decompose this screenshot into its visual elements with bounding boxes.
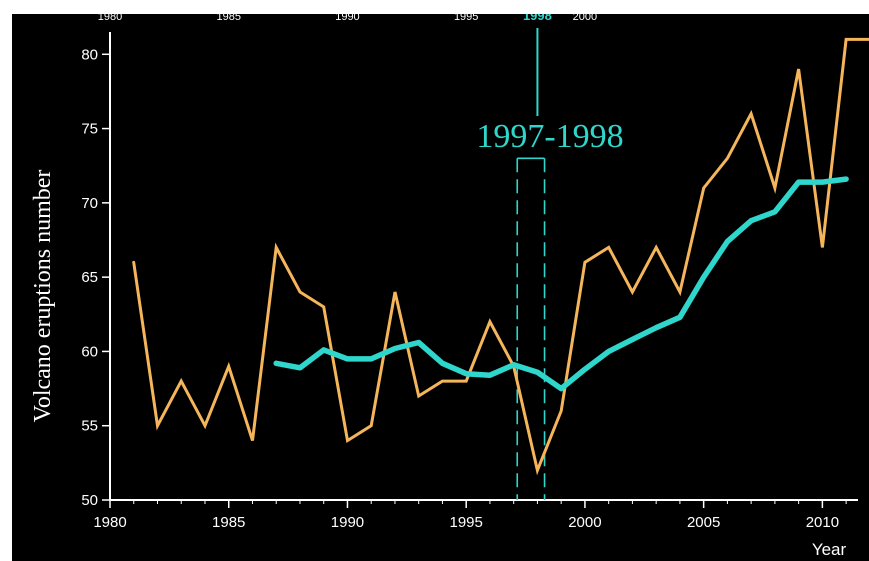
top-tick-label: 1980 bbox=[98, 14, 122, 23]
x-tick-label: 1985 bbox=[212, 514, 245, 531]
annual-eruptions-line bbox=[132, 37, 869, 476]
y-tick-label: 50 bbox=[81, 492, 98, 509]
y-tick-label: 70 bbox=[81, 195, 98, 212]
y-tick-label: 75 bbox=[81, 121, 98, 138]
annotation-layer bbox=[516, 28, 546, 500]
annotation-label: 1997-1998 bbox=[476, 118, 623, 155]
x-tick-label: 1995 bbox=[450, 514, 483, 531]
x-tick-label: 2005 bbox=[687, 514, 720, 531]
series-layer bbox=[132, 37, 869, 476]
x-tick-label: 2010 bbox=[806, 514, 839, 531]
x-tick-label: 2000 bbox=[568, 514, 601, 531]
y-tick-label: 80 bbox=[81, 46, 98, 63]
top-tick-label: 1985 bbox=[216, 14, 240, 23]
y-tick-label: 55 bbox=[81, 418, 98, 435]
volcano-eruptions-chart: 50 55 60 65 70 75 80 1980 1985 1990 1995 2000 2005 20… bbox=[12, 14, 869, 561]
moving-average-line bbox=[273, 176, 849, 392]
x-axis-label: Year bbox=[812, 540, 847, 559]
y-axis-label: Volcano eruptions number bbox=[30, 170, 56, 423]
y-tick-label: 60 bbox=[81, 343, 98, 360]
top-tick-label: 1990 bbox=[335, 14, 359, 23]
x-tick-label: 1980 bbox=[93, 514, 126, 531]
y-tick-label: 65 bbox=[81, 269, 98, 286]
axes: 50 55 60 65 70 75 80 1980 1985 1990 1995 2000 2005 20… bbox=[81, 32, 858, 531]
x-tick-label: 1990 bbox=[331, 514, 364, 531]
top-year-ticks: 1980 1985 1990 1995 1998 2000 bbox=[98, 14, 597, 23]
top-tick-label: 1995 bbox=[454, 14, 478, 23]
top-tick-label: 2000 bbox=[573, 14, 597, 23]
highlight-year-label: 1998 bbox=[523, 14, 552, 23]
